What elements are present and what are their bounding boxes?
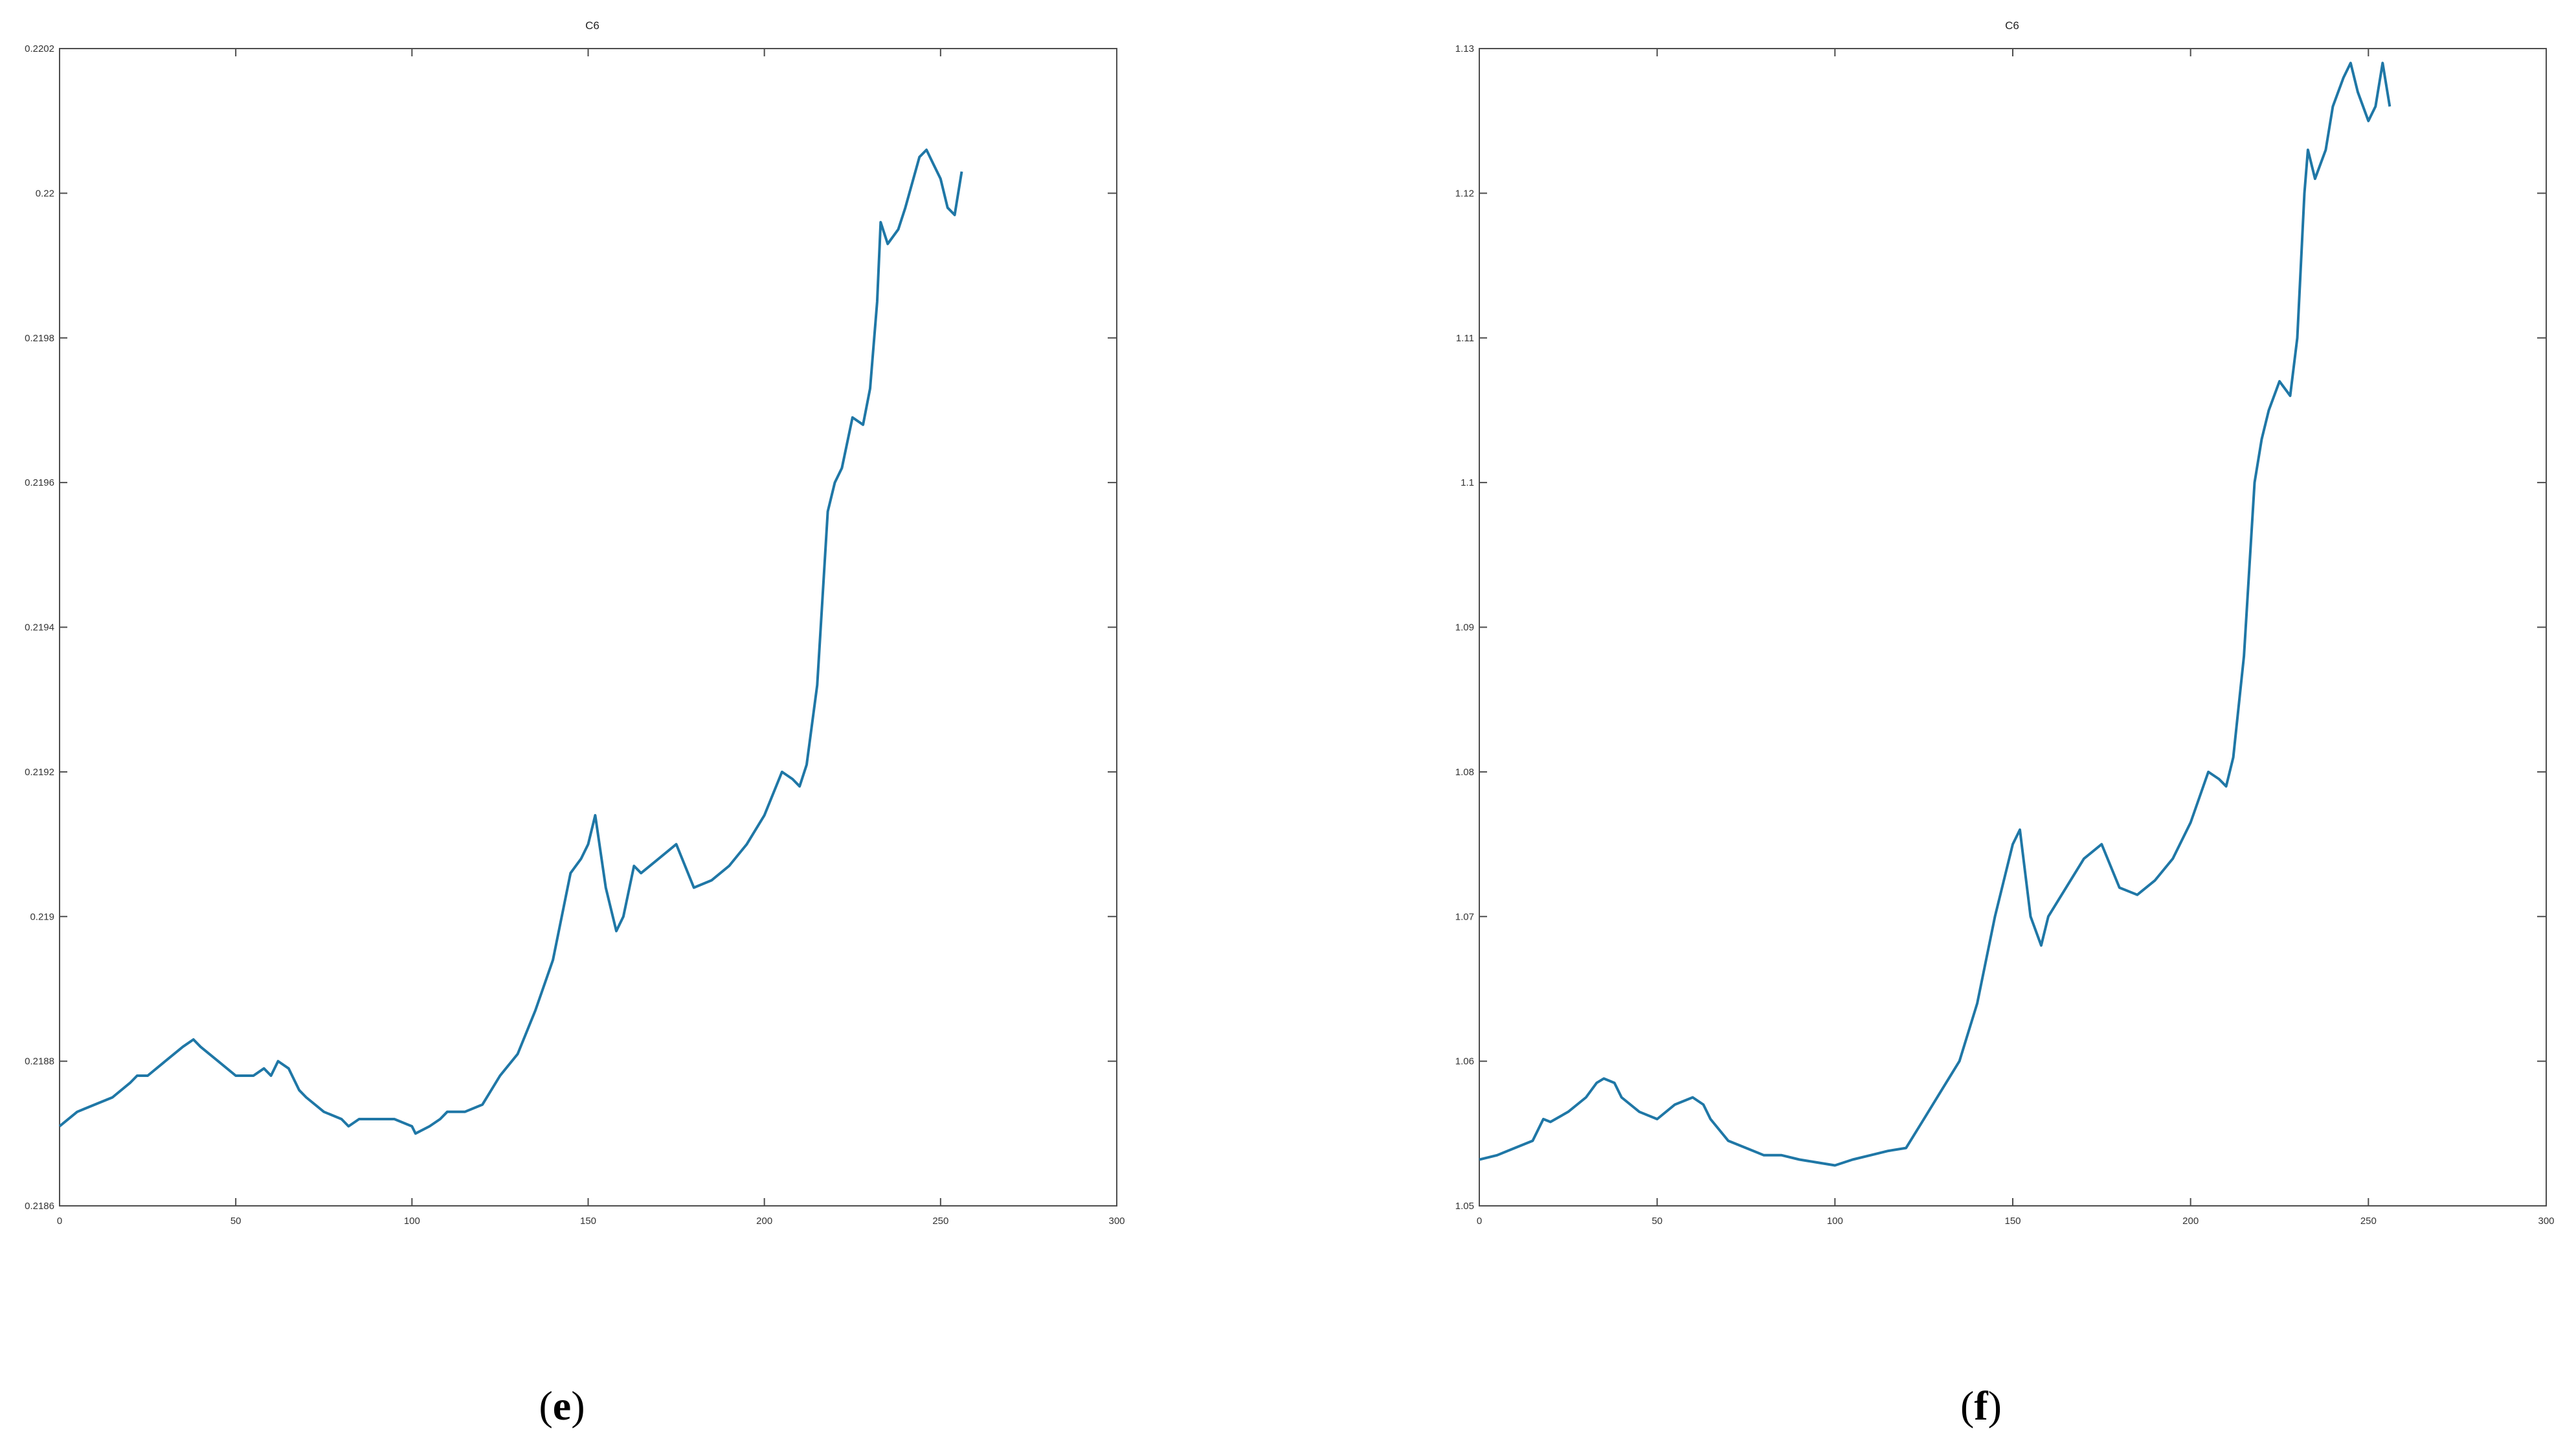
x-tick-label: 250 xyxy=(932,1216,948,1227)
series-line xyxy=(58,148,963,1135)
x-tick-label: 0 xyxy=(1477,1216,1482,1227)
x-axis: 0 50 100 150 200 250 300 xyxy=(1477,49,2555,1227)
y-tick-label: 0.2188 xyxy=(25,1056,54,1067)
y-tick-label: 0.2198 xyxy=(25,333,54,344)
chart-title: C6 xyxy=(2005,19,2019,32)
x-tick-label: 200 xyxy=(756,1216,772,1227)
x-tick-label: 300 xyxy=(2538,1216,2554,1227)
x-tick-label: 150 xyxy=(580,1216,596,1227)
y-tick-label: 0.2192 xyxy=(25,767,54,778)
x-tick-label: 250 xyxy=(2360,1216,2377,1227)
chart-title: C6 xyxy=(585,19,599,32)
y-tick-label: 1.08 xyxy=(1455,767,1474,778)
panel-caption-e: (e) xyxy=(539,1383,585,1429)
series-line xyxy=(1479,62,2391,1167)
y-tick-label: 1.06 xyxy=(1455,1056,1474,1067)
x-tick-label: 200 xyxy=(2182,1216,2199,1227)
y-axis: 0.2186 0.2188 0.219 0.2192 0.2194 0.2196 0.219… xyxy=(25,43,1117,1212)
y-tick-label: 1.07 xyxy=(1455,911,1474,922)
y-tick-label: 1.13 xyxy=(1455,43,1474,54)
x-tick-label: 100 xyxy=(404,1216,420,1227)
y-tick-label: 0.2186 xyxy=(25,1201,54,1212)
y-tick-label: 1.09 xyxy=(1455,622,1474,633)
y-axis: 1.05 1.06 1.07 1.08 1.09 1.1 1.11 1.12 1.13 xyxy=(1455,43,2546,1212)
y-tick-label: 1.11 xyxy=(1456,333,1474,344)
y-tick-label: 0.2196 xyxy=(25,477,54,488)
y-tick-label: 0.2194 xyxy=(25,622,54,633)
y-tick-label: 0.2202 xyxy=(25,43,54,54)
chart-panel-f: C6 0 50 100 150 200 250 300 1.051.061.071.081.… xyxy=(1455,19,2555,1429)
y-tick-label: 0.219 xyxy=(30,911,54,922)
y-tick-label: 1.12 xyxy=(1455,188,1474,199)
x-axis: 0 50 100 150 200 250 300 xyxy=(57,49,1125,1227)
x-tick-label: 300 xyxy=(1108,1216,1125,1227)
x-tick-label: 150 xyxy=(2004,1216,2021,1227)
x-tick-label: 50 xyxy=(230,1216,241,1227)
y-tick-label: 0.22 xyxy=(36,188,54,199)
x-tick-label: 50 xyxy=(1652,1216,1663,1227)
x-tick-label: 0 xyxy=(57,1216,62,1227)
y-tick-label: 1.05 xyxy=(1455,1201,1474,1212)
chart-panel-e: C6 0 50 100 150 200 250 300 0.21860.21880.2190… xyxy=(25,19,1125,1429)
y-tick-label: 1.1 xyxy=(1461,477,1474,488)
x-tick-label: 100 xyxy=(1827,1216,1843,1227)
panel-caption-f: (f) xyxy=(1960,1383,2002,1429)
